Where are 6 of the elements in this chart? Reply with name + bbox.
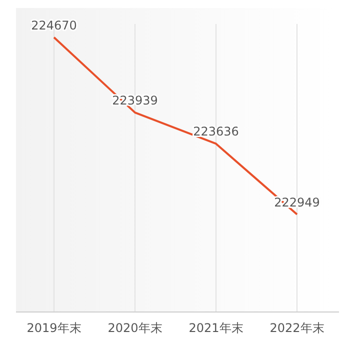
- data-label: 224670: [31, 18, 77, 32]
- x-tick-label: 2020年末: [108, 321, 162, 335]
- x-tick-label: 2021年末: [188, 321, 244, 335]
- data-label: 223636: [193, 124, 239, 139]
- x-tick-label: 2022年末: [270, 321, 324, 335]
- x-tick-label: 2019年末: [26, 321, 82, 335]
